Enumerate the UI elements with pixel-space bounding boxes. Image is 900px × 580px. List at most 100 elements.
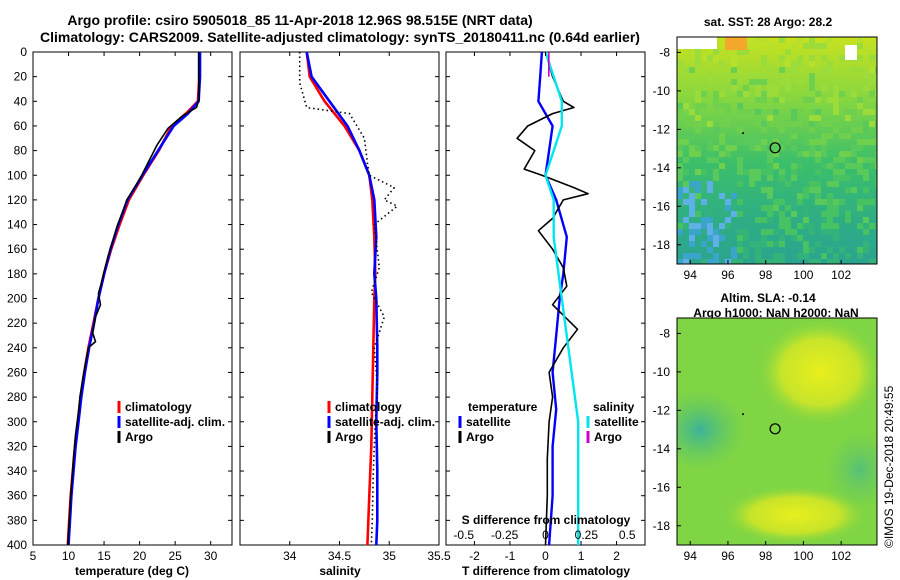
sst-pixel: [779, 259, 785, 264]
sst-pixel: [695, 97, 701, 103]
series-salinity-satellite: [544, 51, 580, 545]
sst-pixel: [809, 223, 815, 229]
sst-pixel: [815, 109, 821, 115]
sst-pixel: [695, 151, 701, 157]
sst-pixel: [743, 109, 749, 115]
sst-pixel: [683, 259, 689, 264]
sst-pixel: [851, 145, 857, 151]
sst-pixel: [779, 223, 785, 229]
sst-pixel: [797, 109, 803, 115]
sst-pixel: [875, 175, 877, 181]
sst-pixel: [767, 187, 773, 193]
sst-pixel: [683, 67, 689, 73]
sst-pixel: [821, 199, 827, 205]
legend-salinity-heading: salinity: [593, 400, 635, 414]
sst-pixel: [695, 49, 701, 55]
sst-pixel: [767, 109, 773, 115]
depth-tick-label: 60: [14, 119, 28, 133]
sst-pixel: [833, 205, 839, 211]
sst-pixel: [851, 67, 857, 73]
sst-pixel: [731, 145, 737, 151]
s-tick-label: 0.25: [575, 528, 599, 542]
sla-profile-location-marker: [769, 423, 781, 435]
sst-pixel: [809, 37, 815, 43]
sst-pixel: [797, 163, 803, 169]
sst-pixel: [779, 67, 785, 73]
sst-pixel: [797, 199, 803, 205]
difference-legend: temperature satellite Argo salinity sate…: [458, 400, 639, 444]
sst-pixel: [821, 151, 827, 157]
sst-pixel: [761, 73, 767, 79]
sst-pixel: [785, 181, 791, 187]
series-satellite-adj-clim-: [67, 52, 202, 546]
lat-tick-label: -10: [653, 365, 671, 379]
sst-pixel: [767, 229, 773, 235]
sst-pixel-field: [677, 37, 877, 264]
sst-pixel: [695, 61, 701, 67]
sla-low-anomaly: [825, 430, 877, 510]
sst-pixel: [845, 253, 851, 259]
sst-pixel: [875, 37, 877, 43]
sst-pixel: [869, 121, 875, 127]
sst-pixel: [851, 91, 857, 97]
sst-pixel: [683, 157, 689, 163]
sst-pixel: [845, 175, 851, 181]
legend-climatology: climatology: [335, 400, 402, 414]
sst-pixel: [761, 109, 767, 115]
lat-tick-label: -8: [659, 45, 670, 59]
s-tick-label: -0.5: [453, 528, 474, 542]
sst-pixel: [743, 247, 749, 253]
sst-pixel: [701, 199, 707, 205]
sst-pixel: [677, 61, 683, 67]
sst-pixel: [803, 247, 809, 253]
sst-pixel: [791, 169, 797, 175]
sst-pixel: [815, 241, 821, 247]
sst-pixel: [761, 241, 767, 247]
sst-pixel: [863, 73, 869, 79]
sst-pixel: [845, 217, 851, 223]
sst-pixel: [791, 133, 797, 139]
sst-pixel: [875, 151, 877, 157]
sst-pixel: [803, 241, 809, 247]
sst-pixel: [737, 259, 743, 264]
sst-pixel: [821, 145, 827, 151]
sst-pixel: [683, 139, 689, 145]
sst-pixel: [761, 259, 767, 264]
sst-pixel: [743, 253, 749, 259]
sst-pixel: [713, 55, 719, 61]
sst-pixel: [803, 223, 809, 229]
depth-axis-ticks: [33, 51, 645, 546]
sst-pixel: [839, 247, 845, 253]
sst-pixel: [857, 37, 863, 43]
sst-pixel: [695, 253, 701, 259]
sst-pixel: [701, 217, 707, 223]
sst-pixel: [737, 181, 743, 187]
sst-pixel: [689, 181, 695, 187]
sst-pixel: [689, 193, 695, 199]
sst-pixel: [707, 157, 713, 163]
sst-pixel: [779, 175, 785, 181]
sst-pixel: [689, 133, 695, 139]
sst-pixel: [779, 241, 785, 247]
sst-pixel: [689, 199, 695, 205]
sst-pixel: [719, 133, 725, 139]
lat-tick-label: -10: [653, 84, 671, 98]
depth-tick-label: 320: [7, 439, 27, 453]
sst-pixel: [845, 115, 851, 121]
sst-pixel: [809, 61, 815, 67]
sst-pixel: [689, 241, 695, 247]
sst-pixel: [689, 235, 695, 241]
sst-pixel: [767, 169, 773, 175]
lat-tick-label: -12: [653, 122, 671, 136]
sst-pixel: [791, 145, 797, 151]
sst-pixel: [809, 73, 815, 79]
sst-pixel: [857, 169, 863, 175]
sst-pixel: [677, 187, 683, 193]
sst-profile-location-marker: [769, 142, 781, 154]
sst-pixel: [731, 61, 737, 67]
sst-pixel: [761, 229, 767, 235]
sst-pixel: [767, 211, 773, 217]
sst-pixel: [725, 73, 731, 79]
sst-pixel: [755, 175, 761, 181]
lat-tick-label: -16: [653, 199, 671, 213]
